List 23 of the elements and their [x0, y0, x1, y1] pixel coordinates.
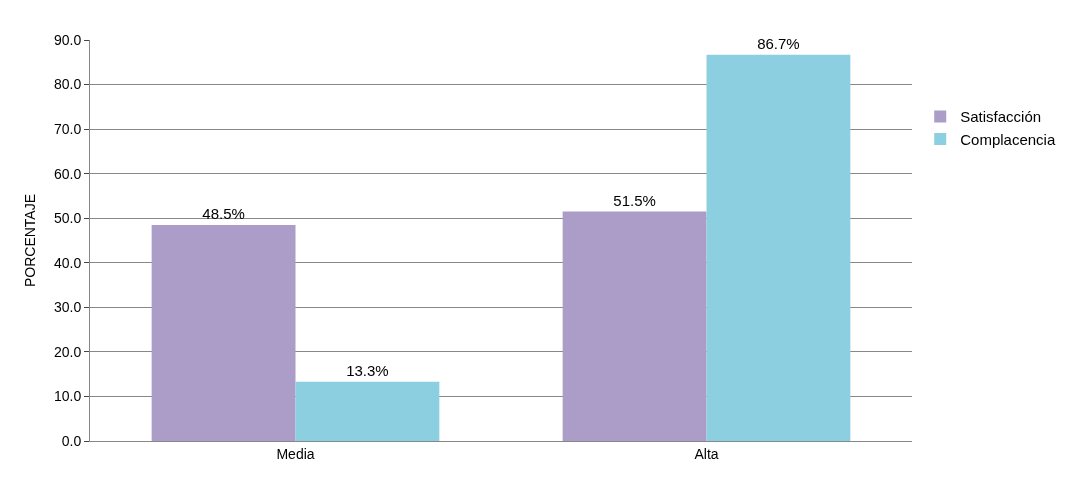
- bar: [295, 381, 440, 441]
- x-tick-label: Alta: [694, 445, 719, 462]
- y-tick-label: 0.0: [61, 432, 82, 449]
- y-tick-label: 80.0: [53, 76, 82, 93]
- bar: [706, 54, 851, 441]
- legend-label: Satisfacción: [960, 108, 1042, 126]
- y-tick-label: 50.0: [53, 210, 82, 227]
- y-tick-label: 40.0: [53, 254, 82, 271]
- data-label: 86.7%: [757, 34, 800, 52]
- y-tick-label: 60.0: [53, 165, 82, 182]
- y-tick-label: 20.0: [53, 343, 82, 360]
- bar: [562, 211, 707, 441]
- y-tick-label: 10.0: [53, 388, 82, 405]
- y-axis-title: PORCENTAJE: [21, 193, 38, 288]
- bar: [151, 224, 296, 441]
- y-tick-label: 70.0: [53, 121, 82, 138]
- y-tick-label: 90.0: [53, 31, 82, 48]
- data-label: 48.5%: [202, 204, 245, 222]
- x-tick-label: Media: [276, 445, 315, 462]
- legend-label: Complacencia: [960, 130, 1056, 148]
- y-tick-label: 30.0: [53, 299, 82, 316]
- data-label: 13.3%: [346, 361, 389, 379]
- data-label: 51.5%: [613, 191, 656, 209]
